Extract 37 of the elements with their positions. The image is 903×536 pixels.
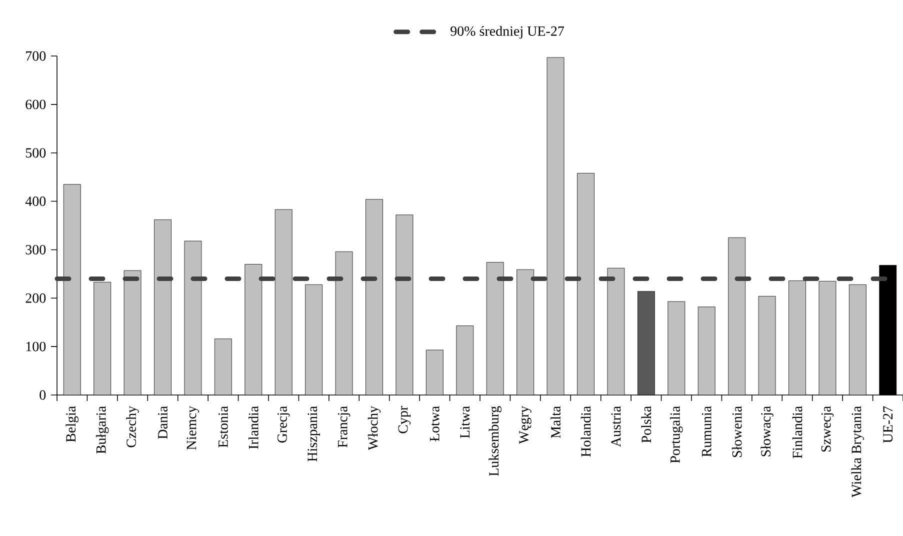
x-tick-label: Polska xyxy=(641,406,652,443)
x-tick-label: Dania xyxy=(158,406,168,439)
x-tick-label: Malta xyxy=(550,406,560,438)
x-tick-label: Wielka Brytania xyxy=(851,406,864,498)
x-tick-label: Grecja xyxy=(277,406,290,443)
x-tick-label: Austria xyxy=(611,406,621,447)
x-tick-label: Niemcy xyxy=(186,406,200,450)
y-tick-label: 700 xyxy=(26,51,46,61)
x-tick-label: Rumunia xyxy=(702,406,712,457)
y-tick-label: 100 xyxy=(26,342,46,352)
y-tick-label: 200 xyxy=(26,293,46,303)
x-tick-label: Bułgaria xyxy=(96,406,109,454)
x-tick-label: Luksemburg xyxy=(488,406,502,476)
y-tick-label: 400 xyxy=(25,196,46,206)
x-tick-label: Słowenia xyxy=(732,406,742,458)
y-tick-label: 300 xyxy=(26,244,46,254)
x-tick-label: Finlandia xyxy=(792,406,802,458)
y-tick-label: 600 xyxy=(26,100,46,110)
x-tick-label: Litwa xyxy=(460,406,470,438)
x-tick-label: Szwecja xyxy=(821,406,834,452)
x-tick-label: Estonia xyxy=(218,406,228,448)
x-tick-label: Belgia xyxy=(66,406,78,442)
y-tick-label: 500 xyxy=(26,148,46,158)
x-tick-label: Portugalia xyxy=(670,406,683,464)
x-tick-label: Francja xyxy=(338,406,350,448)
x-tick-label: Łotwa xyxy=(430,406,440,442)
x-tick-label: Holandia xyxy=(580,406,591,457)
x-tick-label: Czechy xyxy=(126,406,139,448)
x-tick-label: UE-27 xyxy=(883,406,893,443)
y-tick-label: 0 xyxy=(40,390,46,400)
x-tick-label: Włochy xyxy=(368,406,381,450)
legend-label: 90% średniej UE-27 xyxy=(450,26,564,39)
x-tick-label: Cypr xyxy=(398,406,411,434)
x-tick-label: Irlandia xyxy=(248,406,258,449)
x-tick-label: Słowacja xyxy=(760,406,774,456)
x-tick-label: Węgry xyxy=(519,406,532,444)
x-tick-label: Hiszpania xyxy=(308,406,320,462)
